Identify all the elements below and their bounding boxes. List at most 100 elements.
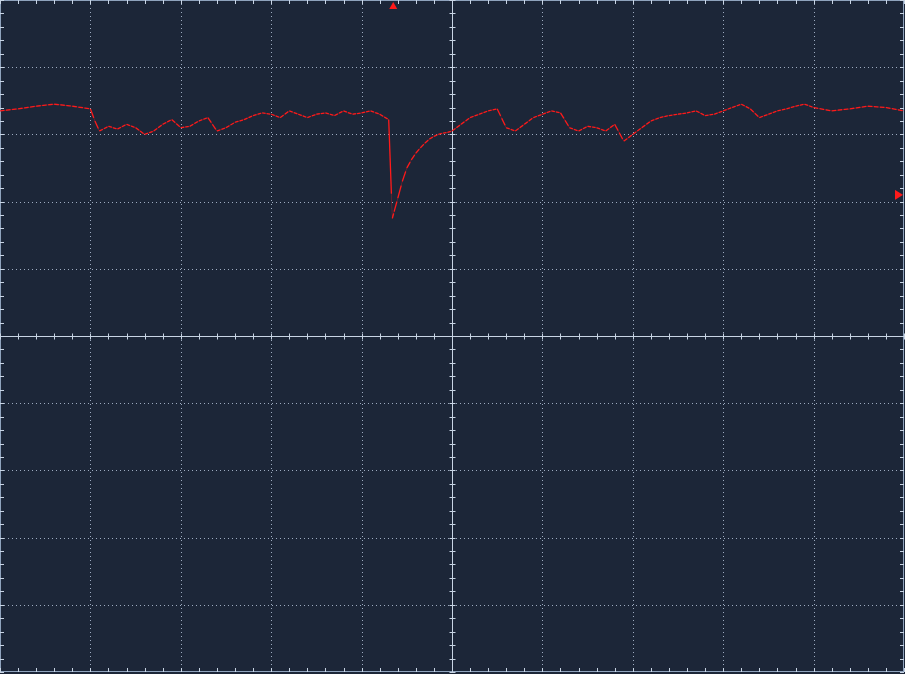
trace-sample [605,127,610,132]
trace-sample [320,112,325,115]
trace-sample [496,108,502,117]
trace-sample [564,119,569,127]
trace-sample [334,113,339,117]
trace-sample [325,112,329,115]
trace-sample [207,117,212,123]
trace-sample [139,130,144,135]
trace-sample [361,111,366,114]
trace-sample [298,113,302,117]
trace-sample [216,129,221,132]
trace-sample [175,123,181,128]
trace-sample [636,127,642,132]
trace-sample [198,119,203,122]
trace-sample [121,124,126,128]
trace-sample [573,128,578,132]
trace-sample [419,143,425,149]
trace-sample [614,123,619,131]
trace-sample [180,126,185,129]
trace-sample [551,110,555,113]
trace-sample [768,112,773,115]
trace-sample [189,123,194,127]
waveform-trace [0,103,905,219]
trace-sample [248,115,253,119]
trace-sample [682,112,686,115]
trace-sample [239,119,244,122]
trace-sample [488,109,492,112]
trace-sample [569,127,574,130]
trace-sample [582,126,587,130]
trace-sample [542,112,547,115]
trace-sample [627,134,633,139]
trace-sample [686,111,691,114]
trace-sample [736,103,741,107]
trace-sample [741,103,745,107]
trace-sample [709,113,714,116]
trace-line [0,103,905,219]
trace-sample [185,125,189,128]
trace-sample [148,130,153,134]
trace-sample [861,105,867,108]
trace-sample [343,110,348,113]
trace-sample [469,115,474,119]
trace-sample [108,125,113,128]
trace-sample [397,185,402,199]
trace-sample [790,105,795,109]
trace-sample [691,110,696,113]
trace-sample [54,103,59,106]
trace-sample [600,128,605,132]
trace-sample [94,120,99,129]
trace-sample [745,105,750,109]
trace-sample [438,132,442,136]
trace-sample [514,127,520,132]
trace-sample [203,117,208,120]
trace-sample [388,119,393,194]
trace-sample [352,113,356,115]
trace-sample [383,116,388,120]
trace-sample [659,116,664,119]
trace-sample [855,106,861,109]
trace-sample [230,122,235,126]
trace-sample [483,110,488,114]
trace-sample [252,113,257,117]
trace-sample [799,103,804,106]
trace-sample [24,106,29,109]
trace-sample [262,112,266,115]
trace-sample [695,110,700,114]
trace-sample [112,127,117,130]
trace-sample [795,104,800,107]
trace-sample [763,114,768,117]
trace-sample [401,171,407,182]
trace-sample [478,112,483,115]
trace-sample [668,114,673,117]
trigger-markers [389,2,903,200]
trace-sample [424,139,429,144]
trace-sample [465,117,470,122]
trace-sample [501,118,506,126]
trigger-level-marker [895,189,903,200]
trace-sample [713,112,718,115]
trace-sample [510,128,515,132]
trace-sample [460,121,465,125]
trace-sample [126,123,131,127]
trace-sample [559,112,565,119]
trace-sample [316,113,320,115]
trace-sample [302,115,307,118]
trace-sample [60,104,65,106]
trace-sample [307,115,311,119]
trace-sample [442,131,447,134]
trace-sample [519,124,524,129]
trace-sample [357,112,361,115]
trace-sample [722,108,727,112]
trace-sample [825,109,831,112]
trace-sample [144,132,149,136]
trace-sample [819,107,825,111]
trace-sample [266,112,271,115]
trace-sample [849,107,855,110]
trace-sample [804,103,809,107]
trace-sample [677,113,682,115]
trace-sample [393,201,398,212]
trace-sample [279,114,284,119]
trace-sample [474,114,479,117]
